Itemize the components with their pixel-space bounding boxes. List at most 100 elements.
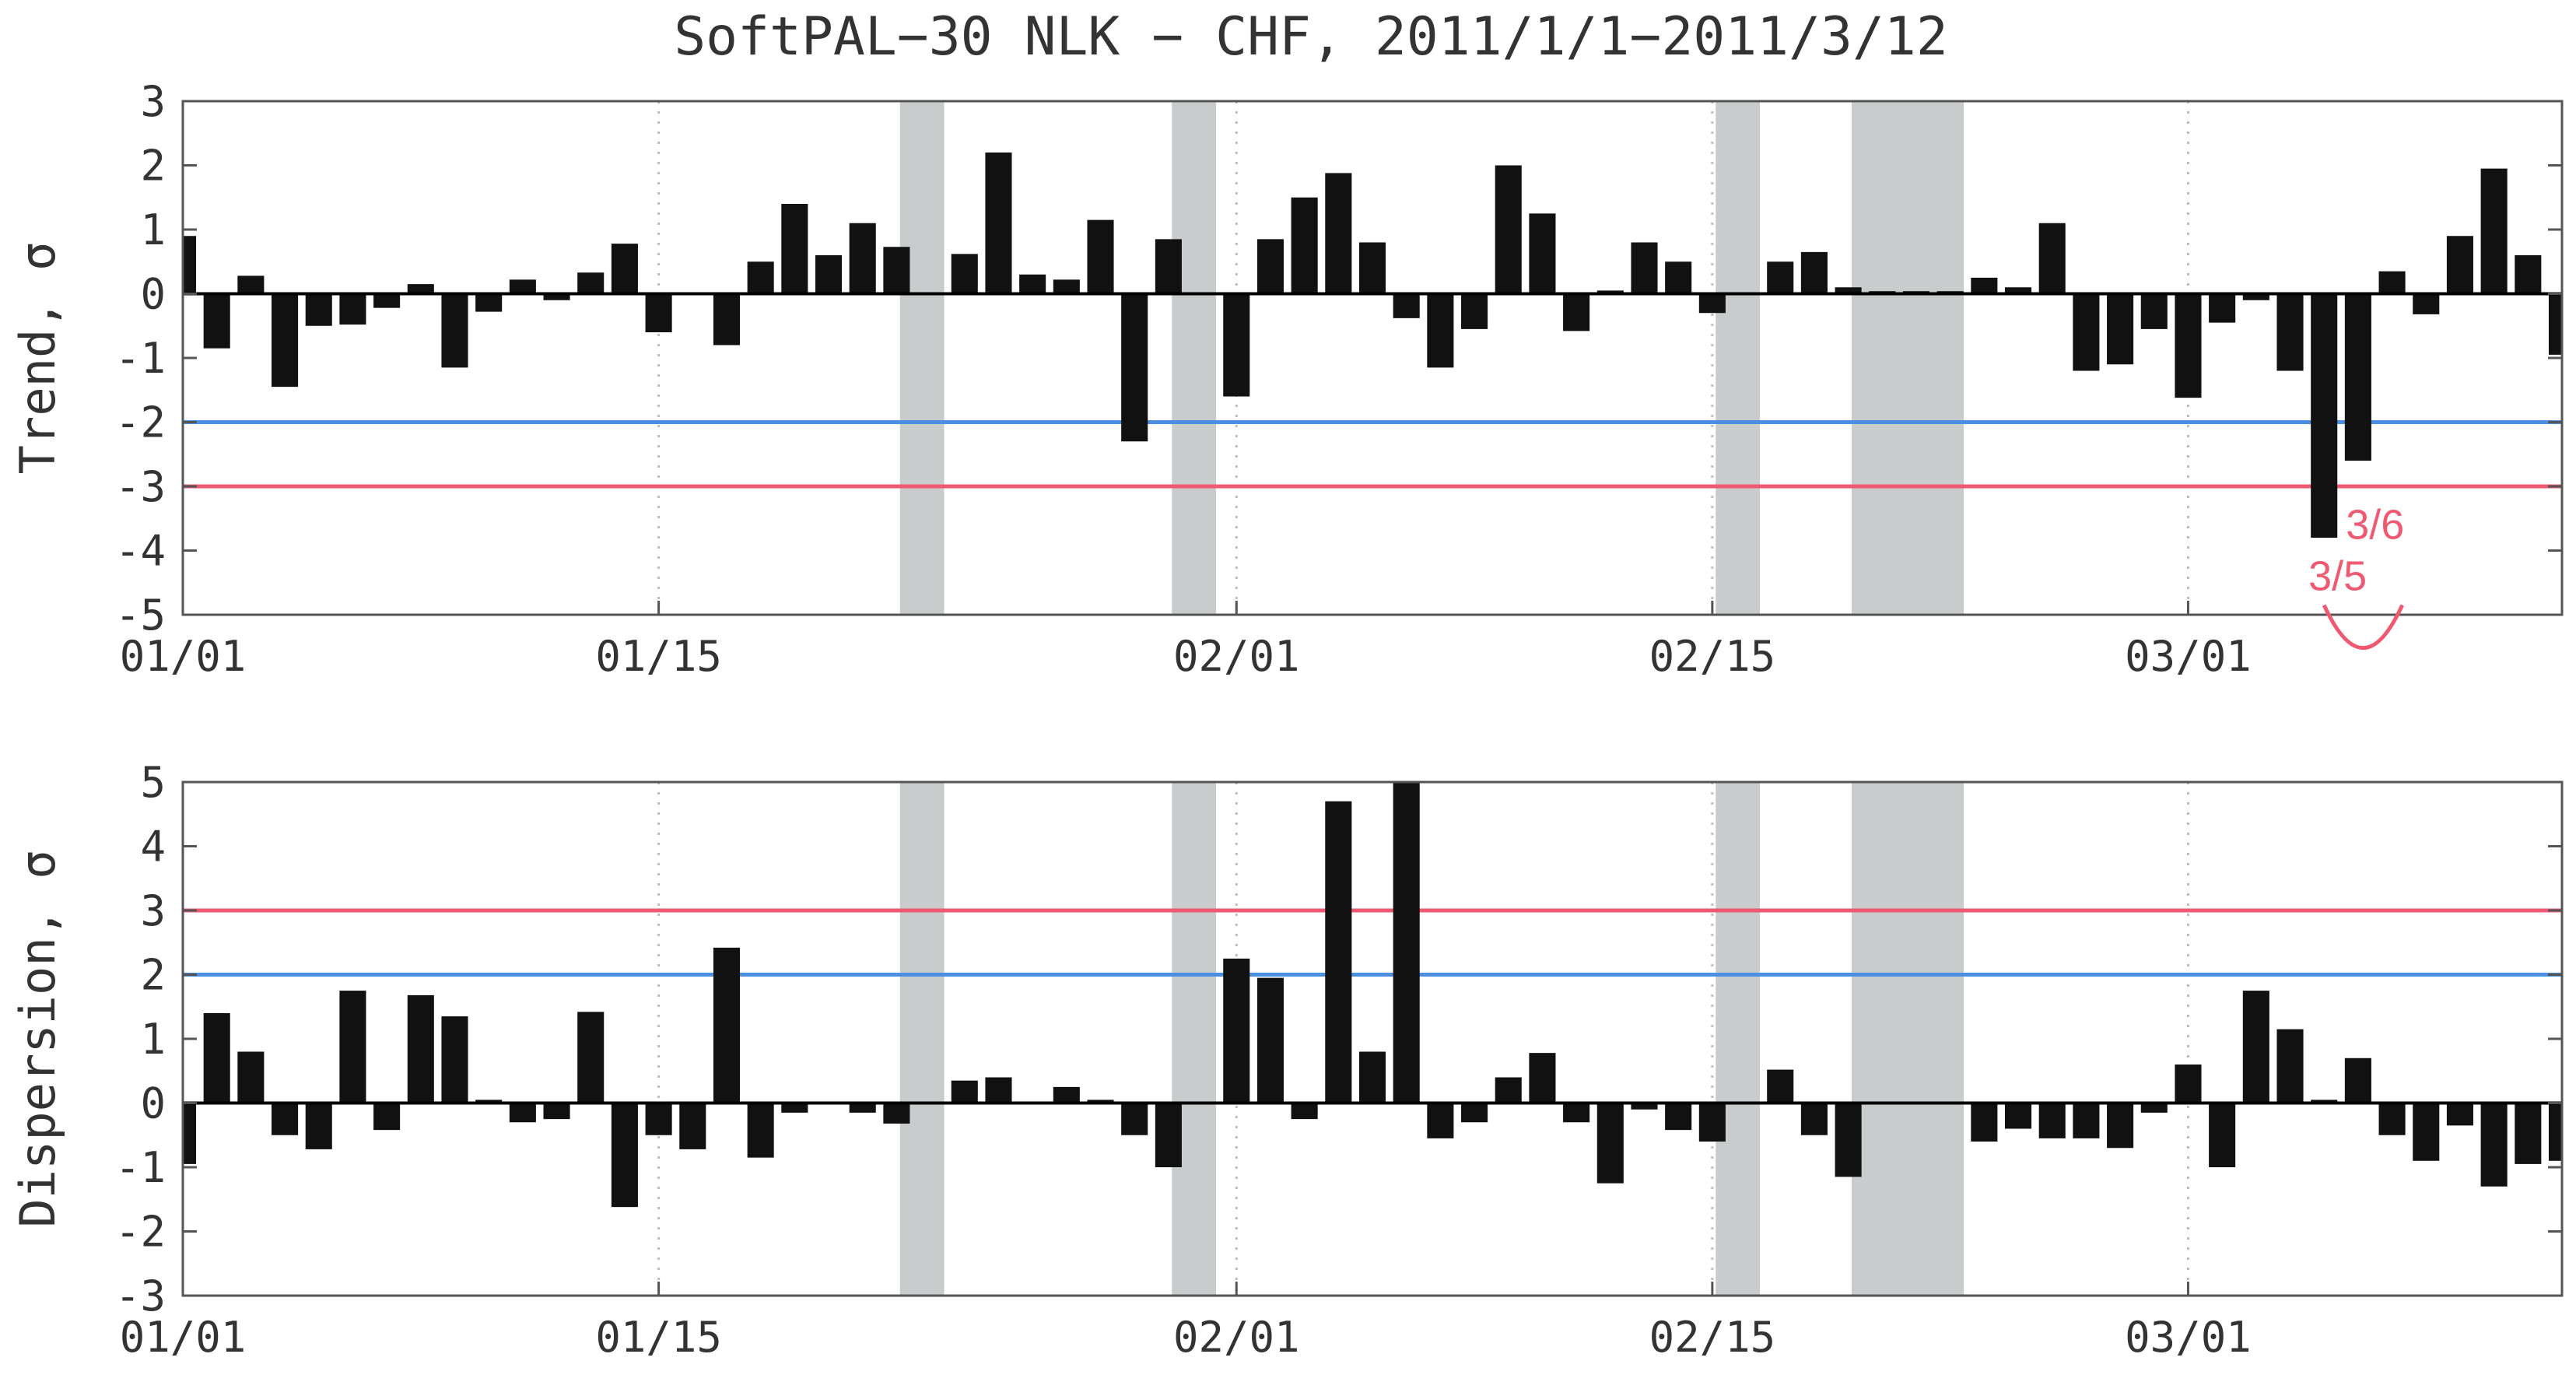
trend-bar	[2548, 293, 2562, 355]
trend-bar	[1291, 197, 1318, 294]
trend-bar	[985, 153, 1012, 294]
trend-bar	[1767, 261, 1794, 294]
trend-y-tick-label: -1	[115, 334, 166, 383]
trend-bar	[1427, 293, 1454, 368]
dispersion-bar	[2242, 991, 2269, 1103]
trend-bar	[1698, 293, 1726, 314]
dispersion-bar	[1121, 1103, 1148, 1135]
dispersion-bar	[2276, 1029, 2304, 1103]
trend-bar	[577, 272, 605, 294]
trend-bar	[1461, 293, 1488, 329]
dispersion-bar	[1767, 1069, 1794, 1103]
dispersion-y-tick-label: -2	[115, 1208, 166, 1257]
trend-bar	[339, 293, 366, 325]
dispersion-bar	[339, 991, 366, 1103]
trend-shaded-range	[1716, 101, 1761, 615]
trend-bar	[1971, 277, 1998, 294]
dispersion-bar	[1155, 1103, 1182, 1167]
dispersion-bar	[985, 1077, 1012, 1103]
trend-annotation-bracket	[2322, 604, 2404, 651]
trend-bar	[2344, 293, 2371, 461]
dispersion-bar	[1665, 1103, 1692, 1131]
trend-bar	[1256, 239, 1284, 294]
trend-bar	[1053, 279, 1080, 294]
dispersion-plot-frame	[181, 780, 2564, 1297]
dispersion-y-tick-label: 1	[140, 1015, 166, 1064]
trend-bar	[407, 284, 434, 294]
dispersion-x-tick-label: 02/15	[1649, 1313, 1776, 1362]
trend-bar	[2107, 293, 2134, 365]
dispersion-x-tick-label: 01/01	[120, 1313, 247, 1362]
trend-x-tick-label: 03/01	[2125, 632, 2252, 681]
dispersion-y-axis-label: Dispersion, σ	[9, 850, 66, 1227]
dispersion-y-tick-label: 0	[140, 1079, 166, 1128]
dispersion-bar	[1393, 782, 1420, 1103]
dispersion-y-tick-label: 4	[140, 823, 166, 872]
dispersion-y-tick-label: 5	[140, 758, 166, 807]
dispersion-y-tick-label: 3	[140, 886, 166, 935]
dispersion-bar	[1631, 1103, 1658, 1110]
dispersion-bar	[849, 1103, 876, 1113]
dispersion-bar	[1053, 1086, 1080, 1103]
trend-y-tick-label: 3	[140, 77, 166, 126]
dispersion-bar	[509, 1103, 536, 1123]
dispersion-bar	[1596, 1103, 1624, 1184]
dispersion-bar	[1529, 1053, 1556, 1103]
trend-bar	[1087, 219, 1114, 294]
dispersion-bar	[645, 1103, 672, 1135]
trend-bar	[2242, 293, 2269, 300]
trend-bar	[2276, 293, 2304, 371]
trend-bar	[373, 293, 401, 308]
trend-bar	[237, 275, 265, 294]
trend-y-tick-label: -5	[115, 591, 166, 640]
dispersion-bar	[2344, 1058, 2371, 1103]
trend-bar	[1631, 242, 1658, 294]
dispersion-bar	[2140, 1103, 2168, 1113]
dispersion-bar	[2038, 1103, 2066, 1138]
dispersion-bar	[2548, 1103, 2562, 1161]
trend-bar	[2209, 293, 2236, 323]
dispersion-panel: 5 4 3 2 1 0 -1 -2 -301/01 01/15 02/01 02/15 03/01 Dis…	[9, 758, 2564, 1362]
dispersion-bar	[407, 994, 434, 1103]
dispersion-bar	[1698, 1103, 1726, 1142]
dispersion-bar	[1358, 1051, 1386, 1103]
dispersion-bar	[2209, 1103, 2236, 1167]
trend-bar	[2175, 293, 2202, 398]
trend-bar	[781, 204, 808, 294]
trend-bar	[2140, 293, 2168, 329]
dispersion-y-tick-label: -1	[115, 1143, 166, 1192]
trend-bar	[1800, 251, 1828, 294]
dispersion-shaded-range	[1172, 782, 1217, 1296]
trend-x-tick-label: 02/15	[1649, 632, 1776, 681]
dispersion-bar	[577, 1012, 605, 1103]
trend-bar	[475, 293, 503, 312]
trend-bar	[883, 247, 910, 294]
dispersion-bar	[679, 1103, 706, 1149]
dispersion-bar	[272, 1103, 299, 1135]
dispersion-bar	[237, 1051, 265, 1103]
trend-bar	[2311, 293, 2338, 538]
trend-plot-frame	[181, 100, 2564, 616]
trend-annotation-label: 3/5	[2308, 553, 2367, 600]
dispersion-bar	[781, 1103, 808, 1113]
trend-bar	[2073, 293, 2100, 371]
dispersion-bar	[1495, 1077, 1522, 1103]
trend-y-tick-label: -2	[115, 398, 166, 447]
dispersion-bar	[1835, 1103, 1862, 1177]
dispersion-bar	[951, 1080, 978, 1103]
trend-bar	[849, 223, 876, 294]
chart-title: SoftPAL−30 NLK − CHF, 2011/1/1−2011/3/12	[674, 6, 1948, 68]
trend-bar	[1358, 242, 1386, 294]
trend-bar	[611, 244, 638, 294]
dispersion-y-tick-label: 2	[140, 951, 166, 1000]
trend-y-tick-label: 2	[140, 142, 166, 191]
trend-bar	[183, 236, 197, 294]
trend-bar	[1019, 274, 1046, 294]
trend-y-tick-label: -4	[115, 527, 166, 576]
dispersion-bar	[1256, 977, 1284, 1103]
dispersion-bar	[1223, 958, 1250, 1103]
trend-bar	[1529, 213, 1556, 294]
dispersion-bar	[441, 1016, 468, 1103]
dispersion-bar	[1563, 1103, 1590, 1123]
trend-bar	[645, 293, 672, 332]
